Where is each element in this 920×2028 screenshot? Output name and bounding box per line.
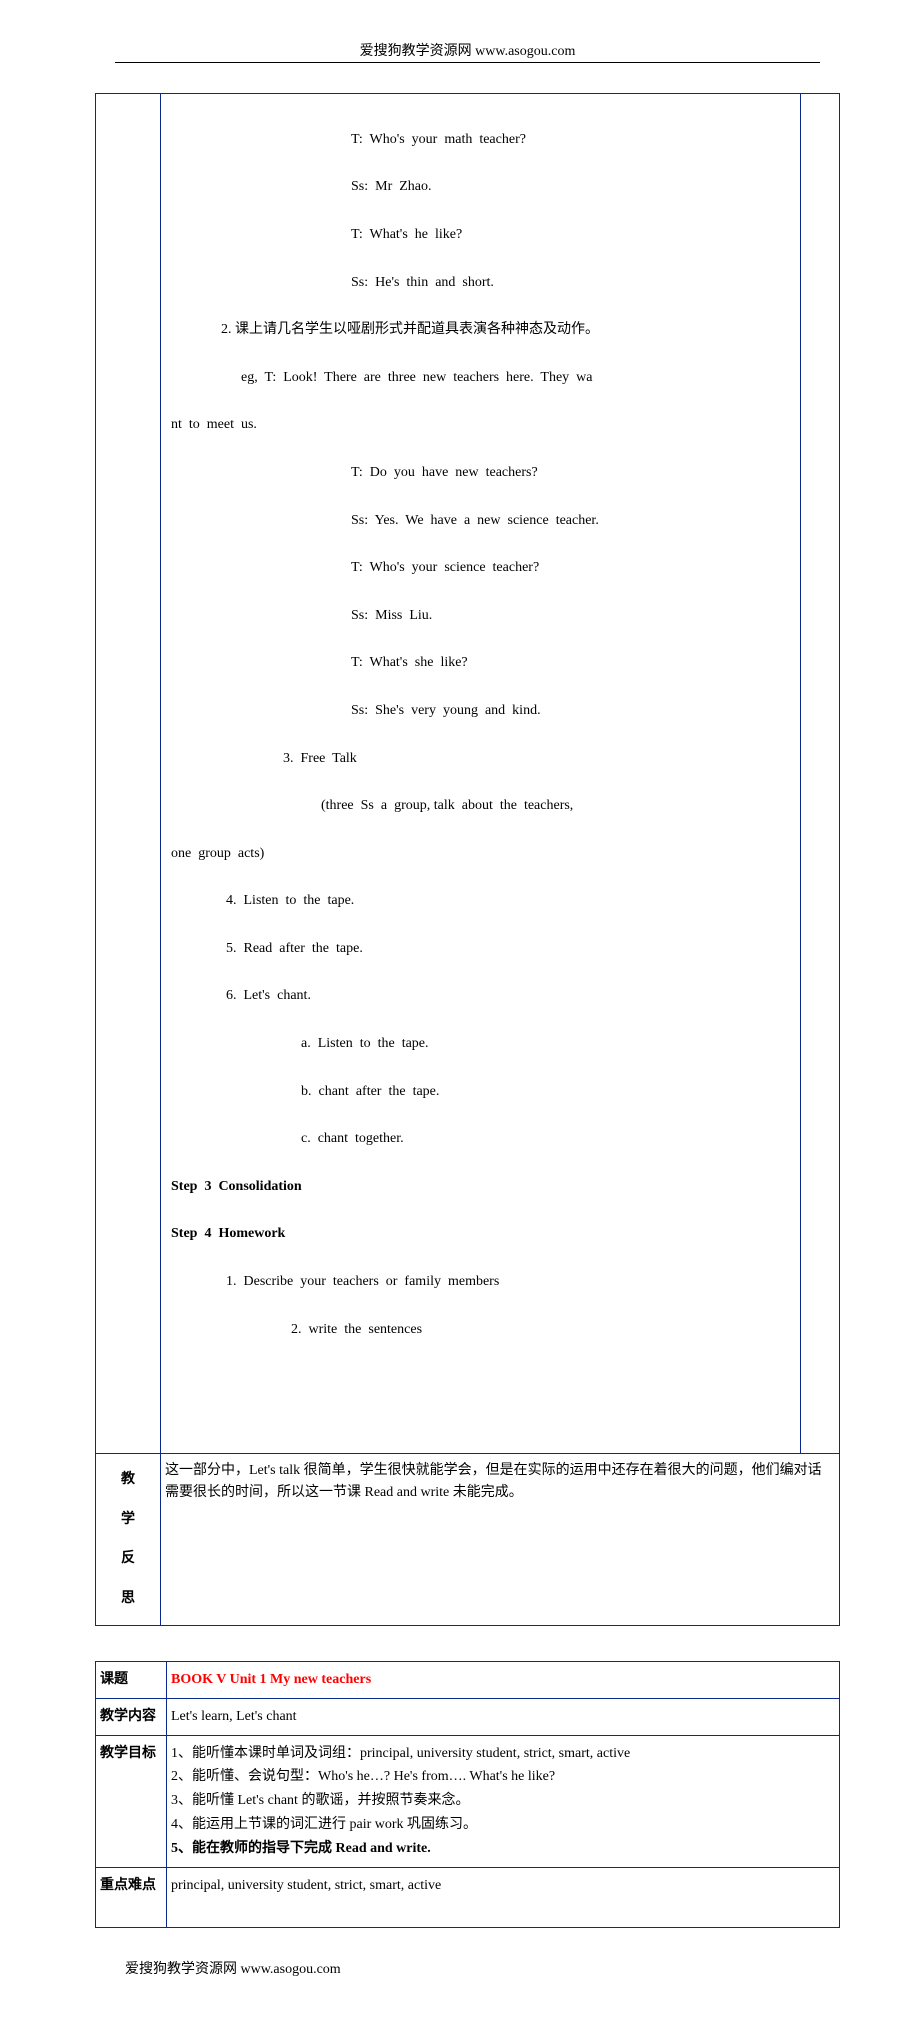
line: T: What's she like? [171,651,790,675]
goals-label: 教学目标 [96,1735,167,1867]
content-label: 教学内容 [96,1698,167,1735]
line: b. chant after the tape. [171,1080,790,1104]
line: T: Do you have new teachers? [171,461,790,485]
line: 4. Listen to the tape. [171,889,790,913]
line: Ss: He's thin and short. [171,271,790,295]
line: a. Listen to the tape. [171,1032,790,1056]
line: 5. Read after the tape. [171,937,790,961]
label-char: 思 [100,1587,156,1611]
line: Ss: Miss Liu. [171,604,790,628]
line: 2. 课上请几名学生以哑剧形式并配道具表演各种神态及动作。 [171,318,790,342]
line: 6. Let's chant. [171,984,790,1008]
goal-3: 3、能听懂 Let's chant 的歌谣，并按照节奏来念。 [171,1789,835,1813]
label-char: 学 [100,1508,156,1532]
keypoints-label: 重点难点 [96,1867,167,1928]
goal-2: 2、能听懂、会说句型：Who's he…? He's from…. What's… [171,1765,835,1789]
label-char: 教 [100,1468,156,1492]
lesson-table-1: T: Who's your math teacher? Ss: Mr Zhao.… [95,93,840,1626]
lesson-steps: T: Who's your math teacher? Ss: Mr Zhao.… [165,100,796,1447]
line: Ss: Yes. We have a new science teacher. [171,509,790,533]
header-rule [115,62,820,63]
goal-1: 1、能听懂本课时单词及词组：principal, university stud… [171,1742,835,1766]
step-4: Step 4 Homework [171,1222,790,1246]
line: Ss: She's very young and kind. [171,699,790,723]
step-3: Step 3 Consolidation [171,1175,790,1199]
page-footer: 爱搜狗教学资源网 www.asogou.com [125,1958,840,1978]
title-label: 课题 [96,1662,167,1699]
line: nt to meet us. [171,413,790,437]
reflection-text: 这一部分中，Let's talk 很简单，学生很快就能学会，但是在实际的运用中还… [161,1453,840,1625]
line: T: Who's your science teacher? [171,556,790,580]
page: 爱搜狗教学资源网 www.asogou.com T: Who's your ma… [0,0,920,2028]
line: one group acts) [171,842,790,866]
line: T: Who's your math teacher? [171,128,790,152]
line: Ss: Mr Zhao. [171,175,790,199]
page-header: 爱搜狗教学资源网 www.asogou.com [95,40,840,60]
line: c. chant together. [171,1127,790,1151]
label-char: 反 [100,1547,156,1571]
title-value: BOOK V Unit 1 My new teachers [167,1662,840,1699]
main-content-label-col [96,94,161,1454]
reflection-label: 教 学 反 思 [96,1453,161,1625]
goal-5: 5、能在教师的指导下完成 Read and write. [171,1837,835,1861]
goals-cell: 1、能听懂本课时单词及词组：principal, university stud… [167,1735,840,1867]
book-title: BOOK V Unit 1 My new teachers [171,1672,371,1687]
right-margin-cell [801,94,840,1454]
lesson-table-2: 课题 BOOK V Unit 1 My new teachers 教学内容 Le… [95,1661,840,1928]
line: (three Ss a group, talk about the teache… [171,794,790,818]
line: T: What's he like? [171,223,790,247]
hw-line-1: 1. Describe your teachers or family memb… [171,1270,790,1294]
goal-4: 4、能运用上节课的词汇进行 pair work 巩固练习。 [171,1813,835,1837]
keypoints-value: principal, university student, strict, s… [167,1867,840,1928]
hw-line-2: 2. write the sentences [171,1318,790,1342]
line: 3. Free Talk [171,747,790,771]
main-content-cell: T: Who's your math teacher? Ss: Mr Zhao.… [161,94,801,1454]
line: eg, T: Look! There are three new teacher… [171,366,790,390]
content-value: Let's learn, Let's chant [167,1698,840,1735]
